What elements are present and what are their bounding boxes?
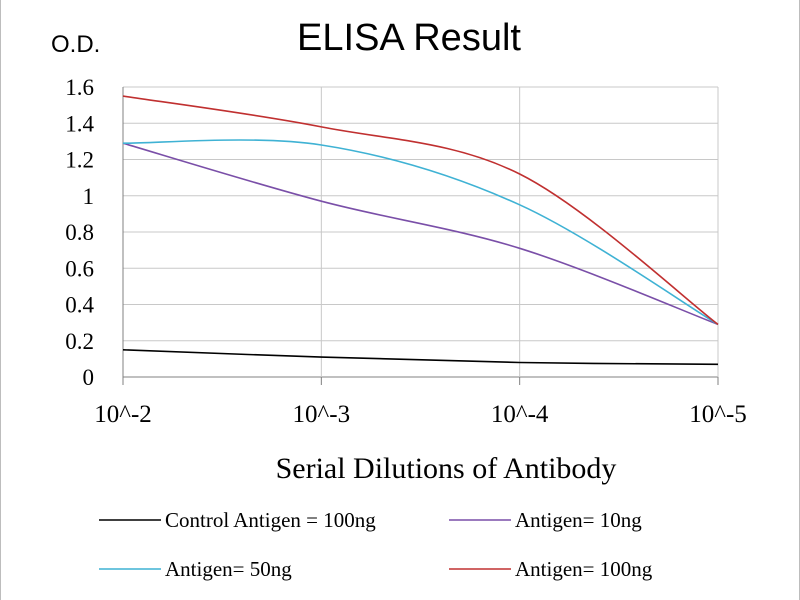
y-tick-label: 1.4 [65,111,94,136]
series-line-antigen-100ng [122,95,719,326]
legend-label: Antigen= 100ng [515,557,653,581]
y-tick-labels: 0 0.2 0.4 0.6 0.8 1 1.2 1.4 1.6 [65,75,94,390]
legend-label: Antigen= 50ng [165,557,292,581]
legend-label: Antigen= 10ng [515,508,642,532]
series-layer [122,95,719,366]
series-line-antigen-50ng [122,139,719,326]
y-tick-label: 0.2 [65,329,94,354]
legend: Control Antigen = 100ng Antigen= 10ng Anti… [99,508,653,581]
x-tick-label: 10^-4 [491,401,549,428]
series-line-control-antigen-100ng [122,349,719,366]
x-tick-label: 10^-2 [94,401,152,428]
y-tick-label: 1.6 [65,75,94,100]
grid [122,86,719,385]
y-tick-label: 0.6 [65,256,94,281]
legend-label: Control Antigen = 100ng [165,508,376,532]
y-tick-label: 1.2 [65,148,94,173]
y-tick-label: 0.8 [65,220,94,245]
y-tick-label: 0 [83,365,95,390]
y-axis-label: O.D. [51,31,100,58]
series-line-antigen-10ng [122,142,719,326]
x-tick-label: 10^-5 [689,401,747,428]
chart-title: ELISA Result [297,17,521,59]
y-tick-label: 0.4 [65,293,94,318]
x-tick-labels: 10^-2 10^-3 10^-4 10^-5 [94,401,747,428]
x-axis-label: Serial Dilutions of Antibody [276,452,617,485]
y-tick-label: 1 [83,184,95,209]
x-tick-label: 10^-3 [293,401,351,428]
